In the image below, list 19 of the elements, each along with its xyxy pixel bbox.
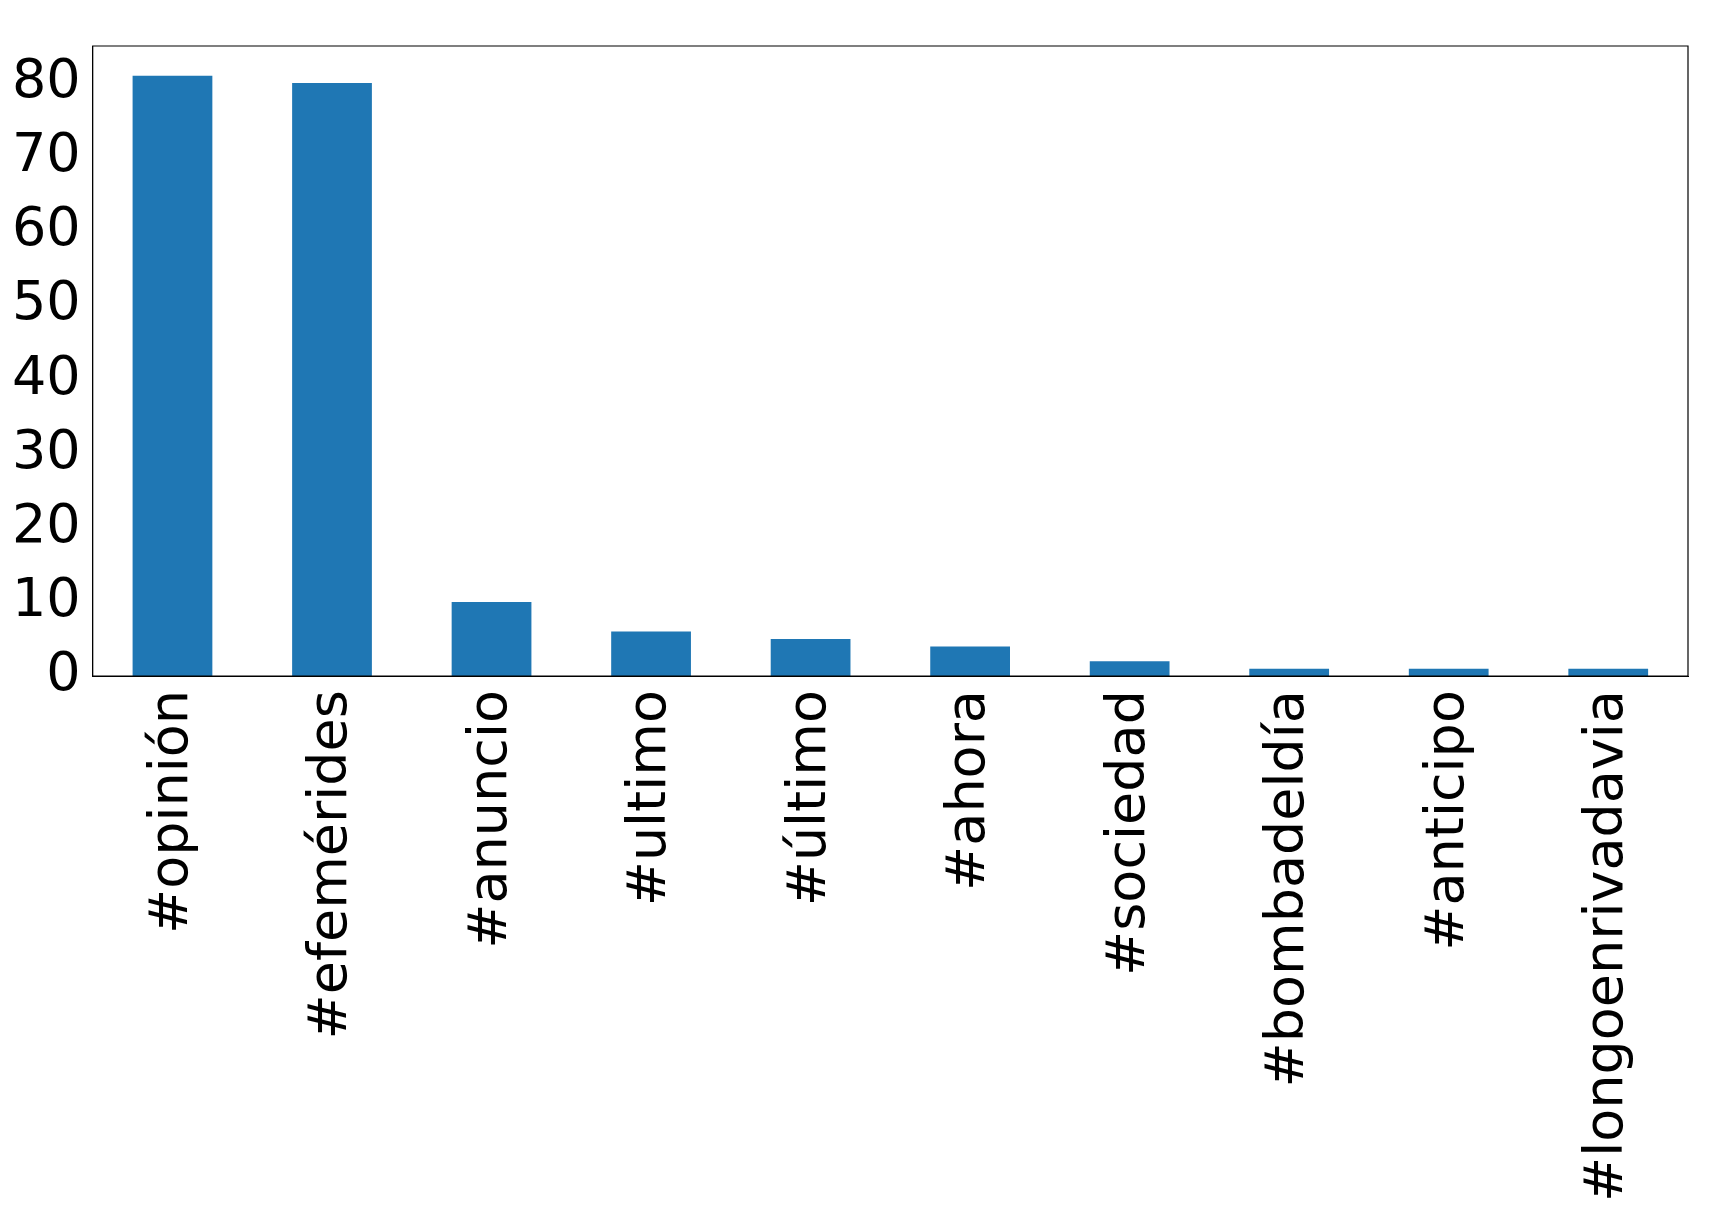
x-tick-label: #longoenrivadavia <box>1572 690 1636 1203</box>
y-tick-label: 20 <box>11 491 81 555</box>
y-tick-label: 50 <box>11 269 81 333</box>
y-tick-label: 0 <box>46 640 81 704</box>
y-tick-label: 80 <box>11 47 81 111</box>
x-tick-label: #efemérides <box>296 690 360 1040</box>
x-tick-label: #opinión <box>136 690 200 935</box>
x-tick-label: #ahora <box>934 690 998 891</box>
y-tick-label: 70 <box>11 121 81 185</box>
y-tick-label: 30 <box>11 417 81 481</box>
x-tick-label: #anuncio <box>455 690 519 949</box>
x-tick-label: #ultimo <box>615 690 679 907</box>
x-tick-label: #último <box>774 690 838 907</box>
y-tick-label: 60 <box>11 195 81 259</box>
x-tick-label: #sociedad <box>1093 690 1157 977</box>
y-tick-label: 40 <box>11 343 81 407</box>
x-tick-label: #anticipo <box>1412 690 1476 951</box>
x-tick-label: #bombadeldía <box>1253 690 1317 1088</box>
y-tick-label: 10 <box>11 565 81 629</box>
